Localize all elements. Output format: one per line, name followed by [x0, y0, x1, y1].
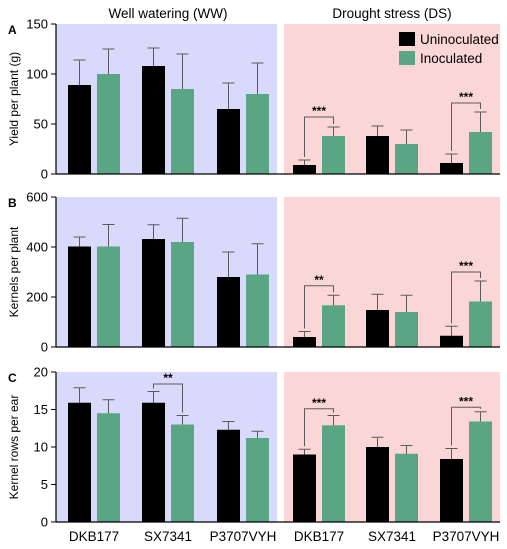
significance-label: ***	[312, 104, 326, 118]
x-tick-label: SX7341	[368, 529, 416, 544]
ds-background	[284, 24, 500, 174]
y-tick-label: 50	[34, 117, 48, 132]
panel-letter: C	[8, 371, 17, 385]
y-tick-label: 100	[26, 67, 48, 82]
y-tick-label: 0	[41, 167, 48, 182]
x-tick-label: SX7341	[144, 529, 192, 544]
significance-bracket	[304, 116, 334, 157]
y-tick-label: 0	[41, 515, 48, 530]
bar-uninoculated	[293, 165, 316, 174]
bar-inoculated	[395, 453, 418, 522]
x-tick-label: P3707VYH	[433, 529, 500, 544]
significance-label: ***	[459, 394, 473, 408]
bar-inoculated	[395, 312, 418, 347]
condition-label-ww: Well watering (WW)	[108, 6, 227, 21]
bar-uninoculated	[366, 310, 389, 347]
y-axis-label: Yield per plant (g)	[7, 52, 21, 146]
y-tick-label: 0	[41, 340, 48, 355]
bar-uninoculated	[68, 85, 91, 174]
bar-uninoculated	[68, 246, 91, 347]
y-tick-label: 10	[34, 440, 48, 455]
significance-label: ***	[459, 259, 473, 273]
bar-uninoculated	[366, 136, 389, 174]
bar-inoculated	[171, 424, 194, 522]
bar-uninoculated	[293, 454, 316, 522]
bar-uninoculated	[293, 337, 316, 347]
significance-bracket	[451, 271, 481, 324]
legend-swatch	[399, 51, 415, 65]
condition-label-ds: Drought stress (DS)	[332, 6, 451, 21]
bar-uninoculated	[142, 239, 165, 347]
significance-bracket	[153, 383, 183, 413]
bar-uninoculated	[217, 277, 240, 347]
y-axis-label: Kernels per plant	[7, 226, 21, 317]
bar-inoculated	[246, 274, 269, 347]
bar-uninoculated	[440, 459, 463, 522]
bar-uninoculated	[440, 163, 463, 174]
bar-inoculated	[171, 89, 194, 174]
bar-uninoculated	[142, 66, 165, 174]
x-tick-label: DKB177	[69, 529, 119, 544]
bar-inoculated	[246, 438, 269, 522]
bar-inoculated	[322, 305, 345, 347]
legend: Uninoculated Inoculated	[399, 32, 499, 66]
bar-inoculated	[395, 144, 418, 174]
legend-swatch	[399, 32, 415, 46]
bar-inoculated	[246, 94, 269, 174]
significance-bracket	[451, 102, 481, 151]
y-tick-label: 5	[41, 477, 48, 492]
y-tick-label: 600	[26, 190, 48, 205]
bar-uninoculated	[366, 447, 389, 522]
bar-inoculated	[469, 132, 492, 174]
y-tick-label: 150	[26, 17, 48, 32]
ww-background	[56, 24, 277, 174]
bar-uninoculated	[142, 402, 165, 522]
bar-inoculated	[97, 413, 120, 522]
bar-inoculated	[97, 74, 120, 174]
bar-inoculated	[322, 136, 345, 174]
x-tick-label: DKB177	[294, 529, 344, 544]
bar-inoculated	[171, 242, 194, 347]
bar-inoculated	[469, 421, 492, 522]
legend-label: Uninoculated	[420, 32, 499, 47]
significance-label: ***	[312, 396, 326, 410]
bar-uninoculated	[217, 429, 240, 522]
panel-letter: A	[8, 23, 17, 37]
bar-uninoculated	[217, 109, 240, 174]
bar-uninoculated	[68, 402, 91, 522]
ds-background	[284, 372, 500, 522]
y-tick-label: 20	[34, 365, 48, 380]
significance-label: **	[314, 273, 324, 287]
significance-bracket	[304, 408, 334, 447]
ww-background	[56, 372, 277, 522]
significance-bracket	[304, 285, 334, 329]
bar-inoculated	[469, 301, 492, 347]
x-tick-label: P3707VYH	[210, 529, 277, 544]
y-tick-label: 400	[26, 240, 48, 255]
ww-background	[56, 197, 277, 347]
significance-label: ***	[459, 90, 473, 104]
bar-uninoculated	[440, 335, 463, 347]
significance-label: **	[163, 371, 173, 385]
panel-letter: B	[8, 196, 17, 210]
y-axis-label: Kernel rows per ear	[7, 395, 21, 500]
legend-label: Inoculated	[420, 51, 482, 66]
bar-inoculated	[97, 246, 120, 347]
panel-a: A Yield per plant (g) 0 50 100 150 *** ***	[7, 17, 500, 182]
y-tick-label: 200	[26, 290, 48, 305]
significance-bracket	[451, 406, 481, 446]
y-tick-label: 15	[34, 402, 48, 417]
bar-inoculated	[322, 425, 345, 522]
